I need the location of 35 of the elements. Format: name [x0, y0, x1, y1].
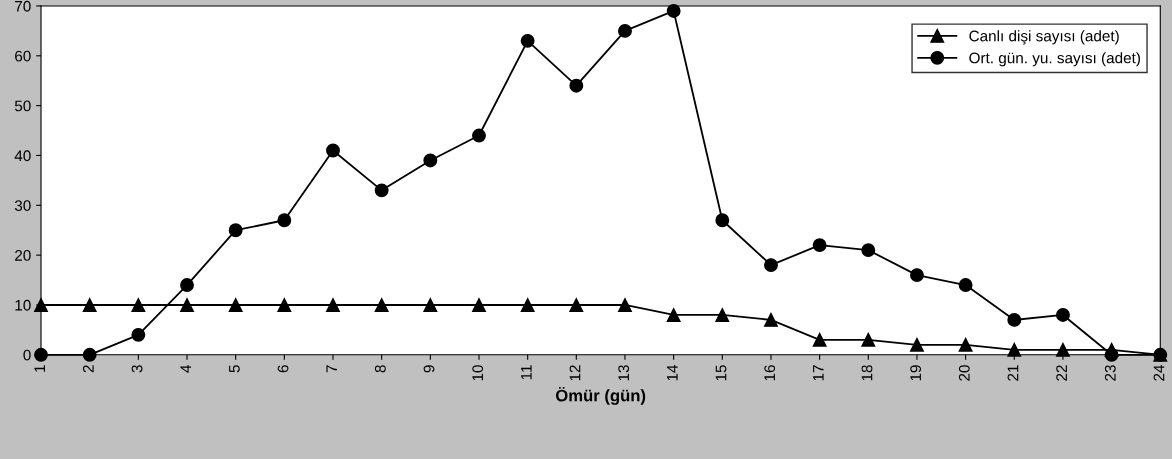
x-tick-label: 9 — [423, 365, 435, 373]
y-tick-label: 20 — [15, 250, 31, 261]
x-tick-label: 19 — [910, 365, 922, 381]
x-tick-label: 10 — [472, 365, 484, 381]
x-tick-label: 3 — [131, 365, 143, 373]
x-tick-label: 6 — [277, 365, 289, 373]
x-tick-label: 23 — [1104, 365, 1116, 381]
x-tick-label: 20 — [958, 365, 970, 381]
x-tick-label: 16 — [764, 365, 776, 381]
x-tick-label: 17 — [813, 365, 824, 381]
y-tick-label: 60 — [15, 50, 31, 62]
legend-label: Ort. gün. yu. sayısı (adet) — [969, 52, 1140, 67]
x-tick-label: 18 — [861, 365, 873, 381]
x-tick-label: 8 — [374, 365, 386, 373]
x-axis-title: Ömür (gün) — [555, 387, 646, 405]
x-tick-label: 5 — [229, 365, 240, 373]
legend-label: Canlı dişi sayısı (adet) — [969, 30, 1119, 45]
y-tick-label: 0 — [23, 349, 31, 361]
x-tick-label: 21 — [1007, 365, 1019, 381]
y-tick-label: 10 — [15, 299, 31, 311]
x-tick-label: 11 — [521, 365, 532, 380]
x-tick-label: 4 — [180, 364, 191, 373]
x-tick-label: 22 — [1056, 365, 1067, 381]
y-tick-label: 30 — [14, 200, 31, 211]
x-tick-label: 24 — [1153, 364, 1165, 381]
x-tick-label: 15 — [715, 365, 727, 381]
y-tick-label: 70 — [15, 0, 31, 12]
y-tick-label: 40 — [14, 150, 31, 162]
x-tick-label: 12 — [569, 365, 581, 381]
x-tick-label: 14 — [667, 364, 678, 381]
x-tick-label: 7 — [326, 365, 337, 373]
x-tick-label: 2 — [82, 365, 94, 373]
y-tick-label: 50 — [14, 100, 31, 112]
x-tick-label: 13 — [618, 365, 630, 381]
x-tick-label: 1 — [34, 365, 45, 372]
